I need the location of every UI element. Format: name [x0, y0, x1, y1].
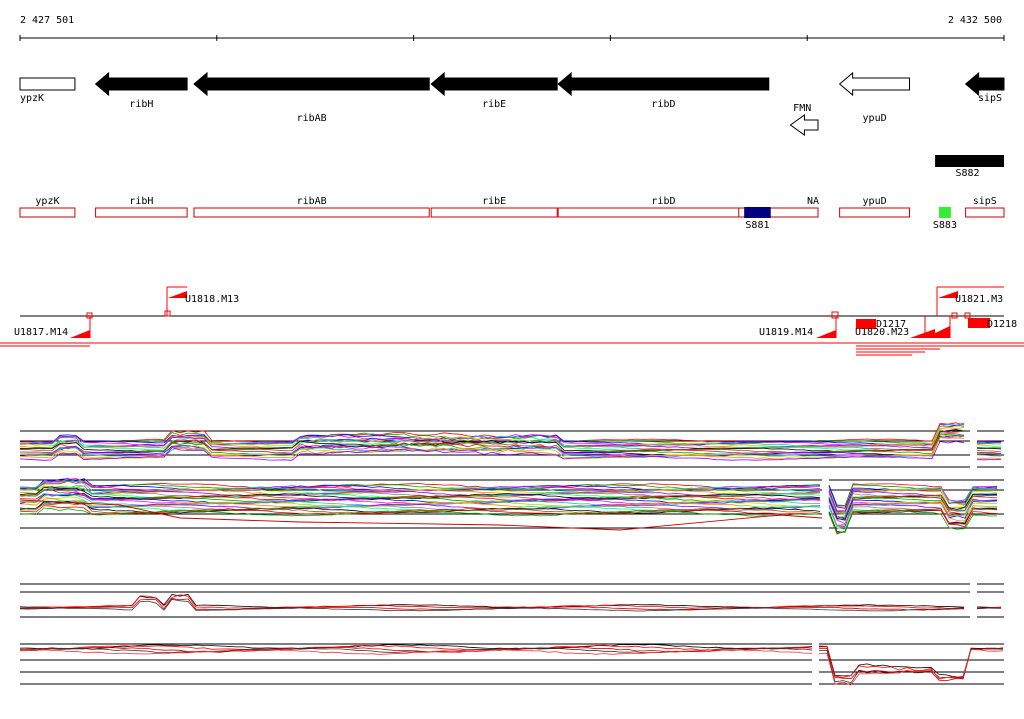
gene-annot-label: ribAB	[297, 196, 327, 207]
gene-annot-ypzk[interactable]: ypzK	[19, 196, 76, 218]
s882-segment[interactable]: S882	[935, 155, 1004, 179]
gene-arrow-ribD[interactable]: ribD	[557, 71, 770, 110]
ruler-end-label: 2 432 500	[948, 15, 1002, 26]
expression-panel	[19, 643, 1004, 686]
gene-arrow-ribH[interactable]: ribH	[94, 71, 188, 110]
tss-u1821-label: U1821.M3	[955, 294, 1003, 305]
gene-annot-ribab[interactable]: ribAB	[193, 196, 430, 218]
gene-annot-ribd[interactable]: ribD	[557, 196, 770, 218]
gene-annot-label: ypuD	[863, 196, 887, 207]
gene-annot-label: ribE	[482, 196, 506, 207]
tss-u1819-label: U1819.M14	[759, 327, 813, 338]
ruler-ticks	[19, 35, 1005, 41]
gene-arrow-label: sipS	[978, 93, 1002, 104]
segment-s883[interactable]: S883	[933, 207, 957, 231]
gene-annot-label: ribH	[129, 196, 153, 207]
gene-arrow-label: ypzK	[20, 93, 44, 104]
s882-label: S882	[956, 168, 980, 179]
coordinate-ruler: 2 427 501 2 432 500	[19, 15, 1005, 41]
gene-annot-label: ribD	[651, 196, 675, 207]
fmn-riboswitch[interactable]: FMN	[789, 103, 819, 136]
tss-d1217-label: D1217	[876, 319, 906, 330]
gene-annot-ribh[interactable]: ribH	[95, 196, 188, 218]
tss-u1818-label: U1818.M13	[185, 294, 239, 305]
tss-u1819[interactable]: U1819.M14	[759, 311, 839, 338]
tss-u1821[interactable]: U1821.M3	[936, 286, 1004, 316]
segment-label: S883	[933, 220, 957, 231]
expression-profiles	[19, 422, 1004, 686]
tss-u1817[interactable]: U1817.M14	[14, 312, 93, 338]
segment-track: S881 S883	[744, 207, 957, 231]
fmn-label: FMN	[793, 103, 811, 114]
transcript-track: U1817.M14 U1818.M13 U1819.M14 D1	[0, 286, 1024, 356]
gene-annot-ypud[interactable]: ypuD	[839, 196, 911, 218]
gene-annot-ribe[interactable]: ribE	[430, 196, 558, 218]
gene-arrow-ypuD[interactable]: ypuD	[838, 71, 911, 124]
gene-arrow-sipS[interactable]: sipS	[964, 71, 1005, 104]
gene-annot-sips[interactable]: sipS	[965, 196, 1005, 218]
gene-annot-label: NA	[807, 196, 819, 207]
gene-arrow-ypzK[interactable]: ypzK	[19, 77, 76, 104]
gene-annotation-track: ypzK ribH ribAB ribE ribD NA ypuD sipS	[19, 196, 1005, 218]
tss-u1818[interactable]: U1818.M13	[164, 286, 239, 317]
gene-arrow-label: ribAB	[297, 113, 327, 124]
tss-cluster-ypud[interactable]: D1217 U1820.M23 D1218	[855, 312, 1017, 338]
gene-annot-label: sipS	[973, 196, 997, 207]
expression-panel	[19, 593, 1002, 612]
ruler-start-label: 2 427 501	[20, 15, 74, 26]
gene-annot-label: ypzK	[35, 196, 59, 207]
gene-arrow-label: ribH	[129, 99, 153, 110]
gene-arrow-ribAB[interactable]: ribAB	[193, 71, 430, 124]
gene-annot-na[interactable]: NA	[738, 196, 819, 218]
expression-panel	[19, 477, 998, 535]
segment-s881[interactable]: S881	[744, 207, 771, 231]
gene-arrow-label: ribE	[482, 99, 506, 110]
gene-arrow-label: ribD	[651, 99, 675, 110]
gene-arrow-ribE[interactable]: ribE	[430, 71, 558, 110]
gene-arrow-track: ypzK ribH ribAB ribE ribD ypuD sipS	[19, 71, 1005, 124]
expression-panel	[19, 422, 1002, 461]
gene-arrow-label: ypuD	[863, 113, 887, 124]
segment-label: S881	[745, 220, 769, 231]
tss-u1817-label: U1817.M14	[14, 327, 68, 338]
tss-d1218-label: D1218	[987, 319, 1017, 330]
tss-u1820-label: U1820.M23	[855, 327, 909, 338]
